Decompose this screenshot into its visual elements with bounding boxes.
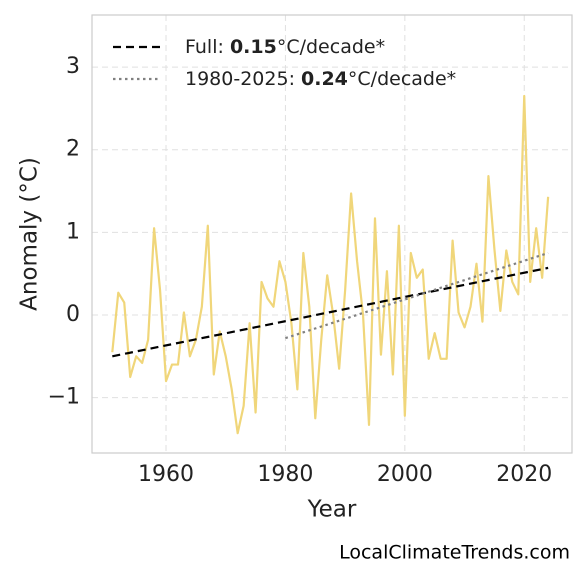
legend-text: 0.15 <box>230 36 277 58</box>
legend-text: °C/decade* <box>348 68 456 90</box>
plot-frame <box>91 14 573 454</box>
y-tick-label: 1 <box>66 219 80 244</box>
series-line <box>285 251 549 340</box>
series-line <box>112 266 549 358</box>
x-tick-label: 2020 <box>496 462 552 487</box>
x-tick-label: 1980 <box>257 462 313 487</box>
legend-text: 1980-2025: <box>185 68 301 90</box>
y-tick-label: 3 <box>66 54 80 79</box>
x-tick-label: 1960 <box>138 462 194 487</box>
y-tick-label: 0 <box>66 302 80 327</box>
legend-text: Full: <box>185 36 230 58</box>
series-line <box>111 94 550 435</box>
y-axis-label: Anomaly (°C) <box>17 157 43 311</box>
y-tick-label: 2 <box>66 137 80 162</box>
legend-text: 0.24 <box>301 68 348 90</box>
source: LocalClimateTrends.com <box>339 542 570 564</box>
legend-label: Full: 0.15°C/decade* <box>185 36 385 58</box>
x-tick-label: 2000 <box>377 462 433 487</box>
x-axis-label: Year <box>307 497 357 523</box>
legend-label: 1980-2025: 0.24°C/decade* <box>185 68 456 90</box>
legend-text: °C/decade* <box>277 36 385 58</box>
y-tick-label: −1 <box>48 385 80 410</box>
